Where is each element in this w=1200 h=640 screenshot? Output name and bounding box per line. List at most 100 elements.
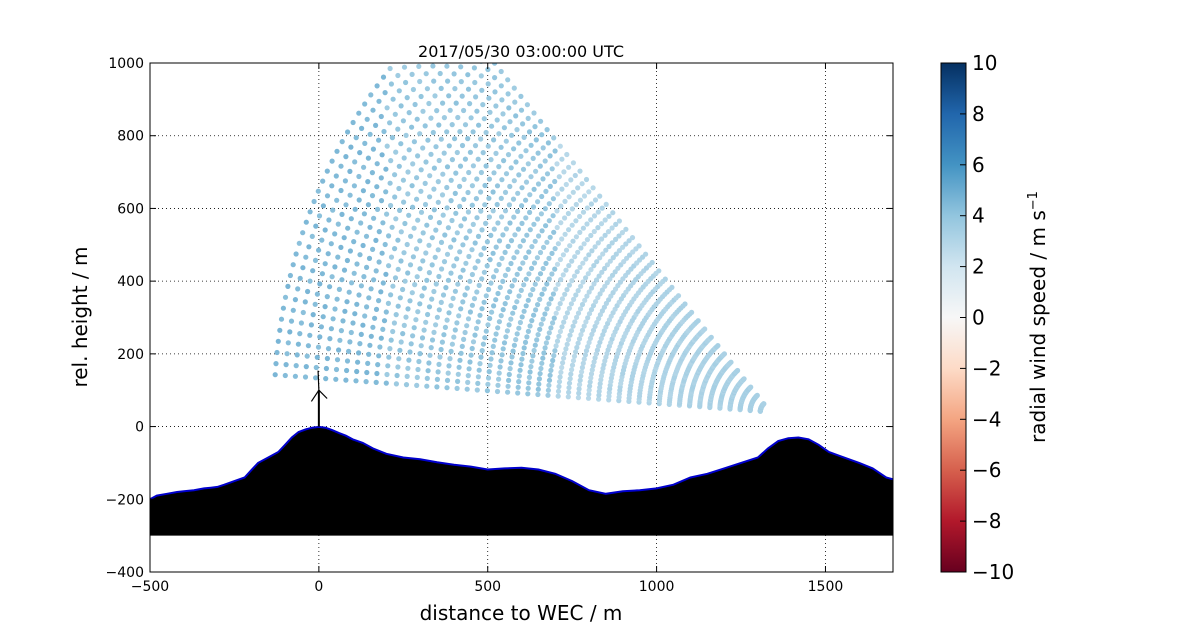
scan-point [459, 93, 465, 99]
y-tick-label: 200 [117, 347, 144, 363]
scan-point [547, 234, 553, 240]
scan-point [569, 222, 575, 228]
scan-point [511, 342, 517, 348]
scan-point [547, 372, 553, 378]
scan-point [405, 306, 411, 312]
scan-point [277, 327, 283, 333]
scan-point [394, 372, 400, 379]
scan-point [434, 384, 440, 390]
scan-point [446, 143, 452, 149]
scan-point [412, 282, 418, 288]
scan-point [435, 179, 441, 185]
scan-point [623, 226, 629, 232]
scan-point [303, 364, 309, 370]
scan-point [563, 181, 569, 188]
scan-point [457, 129, 463, 135]
scan-point [358, 331, 364, 337]
scan-point [735, 367, 741, 374]
scan-point [517, 266, 523, 272]
scan-point [446, 93, 452, 99]
scan-point [379, 250, 385, 256]
scan-point [519, 220, 525, 226]
scan-point [540, 145, 546, 151]
scan-point [544, 239, 550, 245]
scan-point [610, 210, 616, 216]
scan-point [327, 284, 333, 290]
scan-point [348, 329, 354, 336]
scan-point [482, 202, 488, 208]
scan-point [596, 316, 602, 322]
scan-point [511, 85, 517, 91]
scan-point [496, 164, 502, 170]
scan-point [367, 131, 373, 137]
scan-point [367, 224, 373, 230]
scan-point [592, 197, 599, 203]
scan-point [516, 293, 522, 299]
scan-point [393, 216, 399, 222]
terrain-outline [150, 425, 893, 501]
scan-point [569, 258, 575, 264]
scan-point [589, 248, 595, 254]
scan-point [419, 335, 426, 341]
scan-point [364, 116, 370, 122]
scan-point [502, 208, 509, 214]
scan-point [318, 324, 324, 330]
scan-point [378, 175, 384, 181]
scan-point [429, 337, 436, 343]
scan-point [347, 248, 353, 254]
scan-point [569, 367, 575, 373]
scan-point [479, 87, 485, 93]
scan-point [549, 362, 555, 368]
scan-point [358, 220, 364, 226]
scan-point [476, 282, 482, 288]
scan-point [449, 157, 455, 163]
scan-point [562, 198, 568, 204]
scan-point [433, 281, 439, 287]
scan-point [514, 271, 520, 277]
scan-point [593, 277, 600, 283]
scan-point [490, 250, 496, 256]
scan-point [464, 386, 470, 392]
scan-point [570, 323, 576, 329]
scan-point [748, 384, 754, 390]
scan-point [465, 379, 471, 385]
scan-point [396, 185, 402, 192]
scan-point [605, 229, 612, 235]
scan-point [308, 322, 314, 328]
scan-point [475, 380, 481, 386]
scan-point [477, 312, 483, 318]
scan-point [441, 115, 447, 121]
scan-point [389, 224, 395, 230]
scan-point [376, 137, 382, 143]
scan-point [405, 191, 411, 197]
scan-point [445, 78, 451, 84]
scan-point [454, 230, 460, 236]
scan-point [508, 165, 514, 171]
scan-point [474, 215, 480, 221]
scan-point [550, 291, 557, 297]
scan-point [492, 337, 498, 343]
scan-point [335, 221, 341, 227]
scan-point [669, 284, 675, 290]
scan-point [348, 144, 354, 150]
scan-point [453, 210, 459, 216]
scan-point [570, 358, 577, 364]
scan-point [397, 347, 403, 353]
scan-point [395, 72, 401, 79]
scan-point [547, 183, 553, 189]
scan-point [516, 325, 522, 331]
scan-point [525, 328, 532, 334]
scan-point [535, 199, 541, 205]
scan-point [473, 325, 480, 331]
scan-point [532, 281, 538, 287]
scan-point [441, 332, 447, 338]
scan-point [337, 337, 343, 343]
scan-point [600, 251, 606, 257]
scan-point [503, 171, 510, 177]
y-axis-label: rel. height / m [68, 246, 92, 387]
scan-point [338, 328, 344, 334]
scan-point [543, 223, 549, 229]
scan-point [564, 151, 570, 158]
scan-point [287, 272, 293, 279]
scan-point [411, 139, 417, 145]
